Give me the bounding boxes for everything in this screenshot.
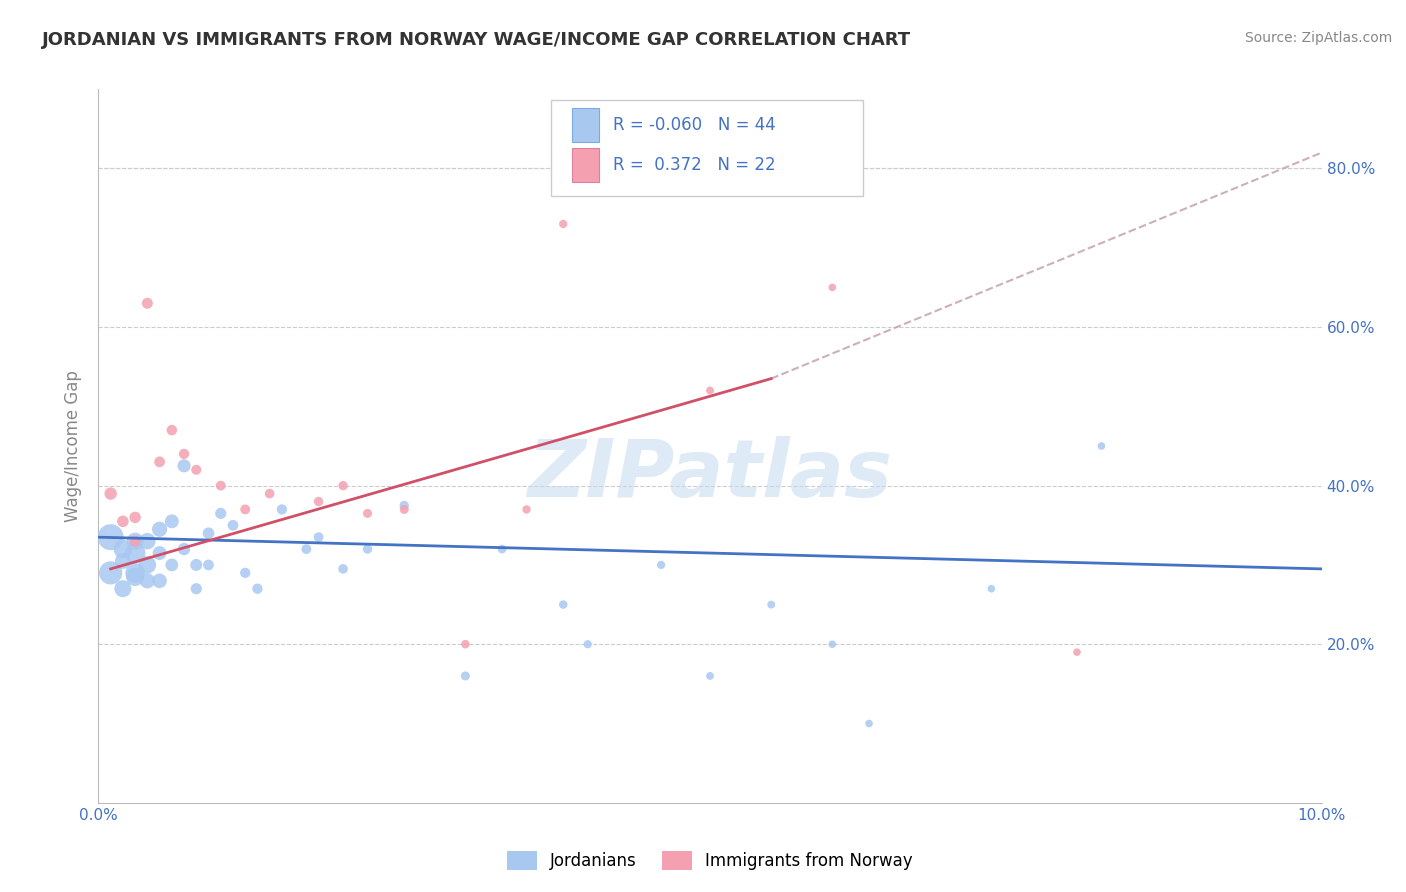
Point	[124, 534, 146, 549]
Point	[173, 447, 195, 461]
Point	[149, 546, 172, 560]
Point	[111, 514, 134, 528]
FancyBboxPatch shape	[572, 108, 599, 142]
Point	[149, 574, 172, 588]
Point	[124, 510, 146, 524]
Point	[295, 542, 318, 557]
Point	[111, 554, 134, 568]
Point	[821, 280, 844, 294]
Point	[173, 458, 195, 473]
Point	[233, 566, 256, 580]
Point	[759, 598, 782, 612]
Text: JORDANIAN VS IMMIGRANTS FROM NORWAY WAGE/INCOME GAP CORRELATION CHART: JORDANIAN VS IMMIGRANTS FROM NORWAY WAGE…	[42, 31, 911, 49]
Point	[160, 423, 183, 437]
Point	[980, 582, 1002, 596]
Point	[111, 542, 134, 557]
Point	[149, 455, 172, 469]
Point	[576, 637, 599, 651]
Point	[356, 507, 378, 521]
Point	[186, 463, 208, 477]
Point	[209, 507, 232, 521]
Point	[332, 478, 354, 492]
Point	[233, 502, 256, 516]
Point	[308, 530, 330, 544]
Point	[197, 558, 219, 572]
Point	[124, 570, 146, 584]
Point	[454, 637, 477, 651]
Text: R =  0.372   N = 22: R = 0.372 N = 22	[613, 156, 776, 174]
Point	[209, 478, 232, 492]
Point	[100, 530, 122, 544]
Point	[149, 522, 172, 536]
Point	[553, 598, 575, 612]
Point	[270, 502, 292, 516]
Point	[858, 716, 880, 731]
Point	[100, 566, 122, 580]
Point	[516, 502, 538, 516]
Point	[136, 574, 159, 588]
Text: Source: ZipAtlas.com: Source: ZipAtlas.com	[1244, 31, 1392, 45]
Point	[222, 518, 245, 533]
Point	[186, 558, 208, 572]
Point	[160, 558, 183, 572]
Point	[259, 486, 281, 500]
Point	[160, 514, 183, 528]
Point	[124, 566, 146, 580]
Point	[821, 637, 844, 651]
Point	[699, 669, 721, 683]
Point	[356, 542, 378, 557]
Point	[136, 534, 159, 549]
Point	[699, 384, 721, 398]
FancyBboxPatch shape	[572, 148, 599, 182]
Point	[197, 526, 219, 541]
Point	[454, 669, 477, 683]
Point	[332, 562, 354, 576]
FancyBboxPatch shape	[551, 100, 863, 196]
Text: R = -0.060   N = 44: R = -0.060 N = 44	[613, 116, 776, 134]
Point	[491, 542, 513, 557]
Text: ZIPatlas: ZIPatlas	[527, 435, 893, 514]
Point	[124, 534, 146, 549]
Point	[392, 499, 416, 513]
Y-axis label: Wage/Income Gap: Wage/Income Gap	[65, 370, 83, 522]
Point	[553, 217, 575, 231]
Point	[1090, 439, 1112, 453]
Legend: Jordanians, Immigrants from Norway: Jordanians, Immigrants from Norway	[501, 844, 920, 877]
Point	[1066, 645, 1088, 659]
Point	[100, 486, 122, 500]
Point	[392, 502, 416, 516]
Point	[136, 558, 159, 572]
Point	[111, 582, 134, 596]
Point	[246, 582, 269, 596]
Point	[308, 494, 330, 508]
Point	[124, 546, 146, 560]
Point	[173, 542, 195, 557]
Point	[650, 558, 672, 572]
Point	[186, 582, 208, 596]
Point	[136, 296, 159, 310]
